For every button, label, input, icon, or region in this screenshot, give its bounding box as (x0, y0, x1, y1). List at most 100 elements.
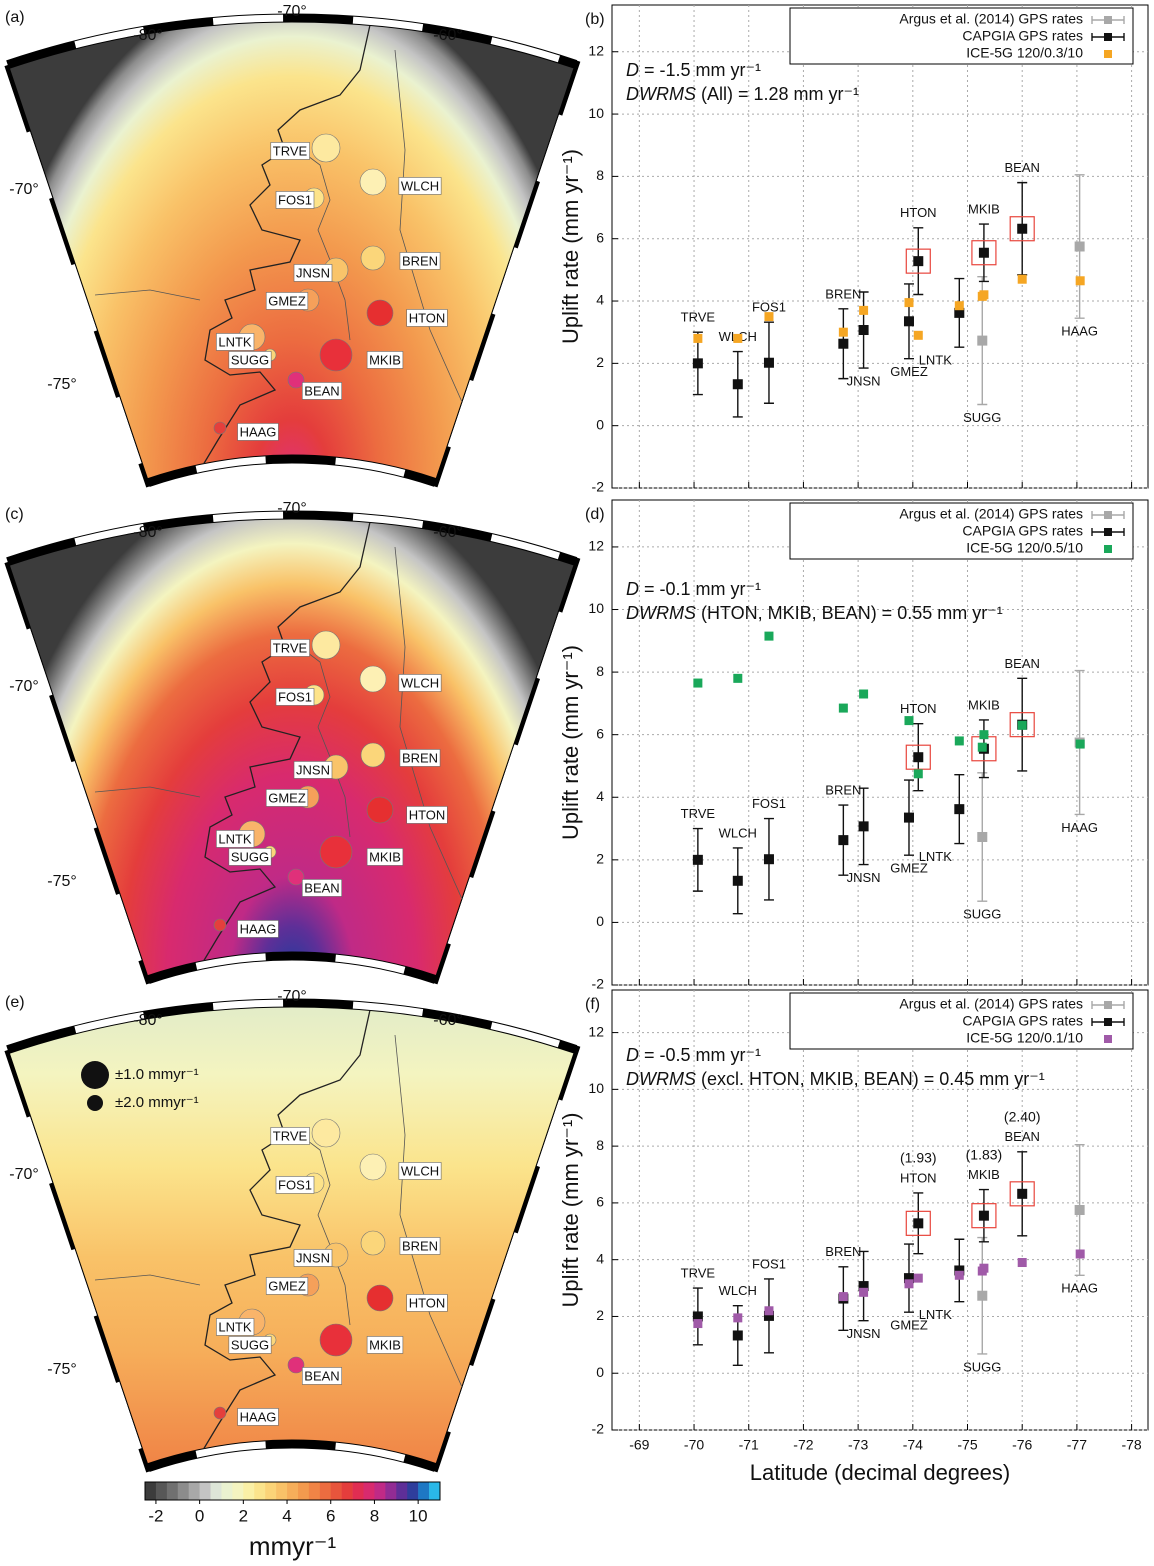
site-label-box (237, 1408, 279, 1426)
colorbar-swatch (155, 1482, 168, 1500)
lon-label: -70° (277, 3, 307, 20)
colorbar-swatch (396, 1482, 408, 1500)
site-label-group: FOS1 (275, 1176, 315, 1194)
site-label: TRVE (273, 1128, 308, 1143)
point-label: HAAG (1061, 1281, 1098, 1296)
site-label: BEAN (304, 1368, 339, 1383)
x-tick-label: -78 (1121, 1437, 1141, 1453)
x-tick-label: -75 (957, 1437, 977, 1453)
site-marker (213, 1406, 227, 1420)
site-label-box (228, 1336, 272, 1354)
site-label-box (406, 806, 448, 824)
data-point (977, 291, 987, 301)
colorbar-swatch (265, 1482, 277, 1500)
colorbar-tick-label: 8 (370, 1506, 379, 1525)
legend-box (789, 7, 1134, 65)
site-label-group: WLCH (398, 177, 442, 195)
y-tick-label: -2 (592, 976, 605, 992)
colorbar-swatch (407, 1482, 419, 1500)
lat-label: -70° (9, 1166, 39, 1183)
site-label-group: GMEZ (265, 1277, 309, 1295)
site-marker (311, 630, 341, 660)
site-marker (319, 1323, 353, 1357)
note-text: = -0.1 mm yr⁻¹ (639, 579, 761, 599)
site-label: HTON (409, 1295, 446, 1310)
colorbar-tick-label: 10 (409, 1506, 428, 1525)
site-label-box (237, 920, 279, 938)
data-point (913, 1218, 924, 1229)
lon-label: -80° (133, 524, 163, 541)
legend-label: ICE-5G 120/0.5/10 (966, 540, 1083, 556)
site-label-group: HAAG (237, 423, 279, 441)
site-label: WLCH (401, 1163, 439, 1178)
note: D = -1.5 mm yr⁻¹ (626, 60, 761, 80)
data-point (954, 736, 964, 746)
data-point (904, 1279, 914, 1289)
highlight-box (971, 1203, 997, 1229)
data-point (1074, 241, 1085, 252)
note-text: = -1.5 mm yr⁻¹ (639, 60, 761, 80)
map-panel: (c) -80° -70° -60° -70° -75° TRVE WLCH FOS1 JNSN B… (3, 500, 581, 985)
legend-label: ICE-5G 120/0.3/10 (966, 45, 1083, 61)
map-panel: (a) -80° -70° -60° -70° -75° TRVE WLCH FOS1 JNSN B… (3, 3, 581, 488)
site-label-group: FOS1 (275, 191, 315, 209)
point-label: LNTK (919, 353, 953, 368)
site-label-group: HTON (406, 309, 448, 327)
site-marker (360, 1230, 386, 1256)
map-field (8, 518, 575, 977)
lon-label: -60° (433, 1012, 463, 1029)
note-italic: DWRMS (626, 603, 696, 623)
x-tick-label: -71 (739, 1437, 759, 1453)
x-tick-label: -74 (903, 1437, 923, 1453)
y-tick-label: 2 (596, 1307, 604, 1323)
legend-symbol (1104, 33, 1112, 41)
data-point (954, 1270, 964, 1280)
x-tick-label: -72 (793, 1437, 813, 1453)
site-label-group: BEAN (301, 1367, 343, 1385)
y-tick-label: 6 (596, 1194, 604, 1210)
site-label-group: HTON (406, 1294, 448, 1312)
data-point (733, 673, 743, 683)
data-point (763, 1310, 774, 1321)
site-label: SUGG (231, 352, 269, 367)
site-label-group: MKIB (366, 848, 404, 866)
data-point (692, 358, 703, 369)
y-tick-label: 12 (588, 1023, 604, 1039)
colorbar-tick-label: -2 (148, 1506, 163, 1525)
lat-label: -75° (47, 873, 77, 890)
lon-label: -70° (277, 500, 307, 517)
data-point (1017, 274, 1027, 284)
colorbar-swatch (199, 1482, 211, 1500)
data-point (1075, 276, 1085, 286)
y-tick-label: 0 (596, 416, 604, 432)
coastline-main (199, 521, 371, 968)
site-label-box (399, 1237, 441, 1255)
point-label: HTON (900, 205, 937, 220)
map-field (8, 1006, 575, 1465)
panel-label: (b) (585, 11, 605, 28)
note-text: (All) = 1.28 mm yr⁻¹ (696, 84, 859, 104)
y-tick-label: 10 (588, 105, 604, 121)
site-marker (287, 1356, 305, 1374)
point-label: HTON (900, 1170, 937, 1185)
y-tick-label: 8 (596, 663, 604, 679)
annotation: (2.40) (1004, 1109, 1041, 1125)
point-label: MKIB (968, 1167, 1000, 1182)
data-point (764, 312, 774, 322)
site-label-group: LNTK (216, 1318, 255, 1336)
site-label-group: MKIB (366, 1336, 404, 1354)
point-label: HAAG (1061, 820, 1098, 835)
highlight-box (971, 240, 997, 266)
lon-label: -70° (277, 988, 307, 1005)
legend-symbol (1104, 1001, 1112, 1009)
site-label-group: LNTK (216, 333, 255, 351)
x-tick-label: -76 (1012, 1437, 1032, 1453)
site-label-group: BREN (399, 1237, 441, 1255)
map-field (8, 21, 575, 480)
data-point (904, 298, 914, 308)
site-marker (359, 168, 387, 196)
site-label-box (265, 789, 309, 807)
site-label-box (366, 848, 404, 866)
data-point (954, 307, 965, 318)
point-label: TRVE (681, 310, 716, 325)
